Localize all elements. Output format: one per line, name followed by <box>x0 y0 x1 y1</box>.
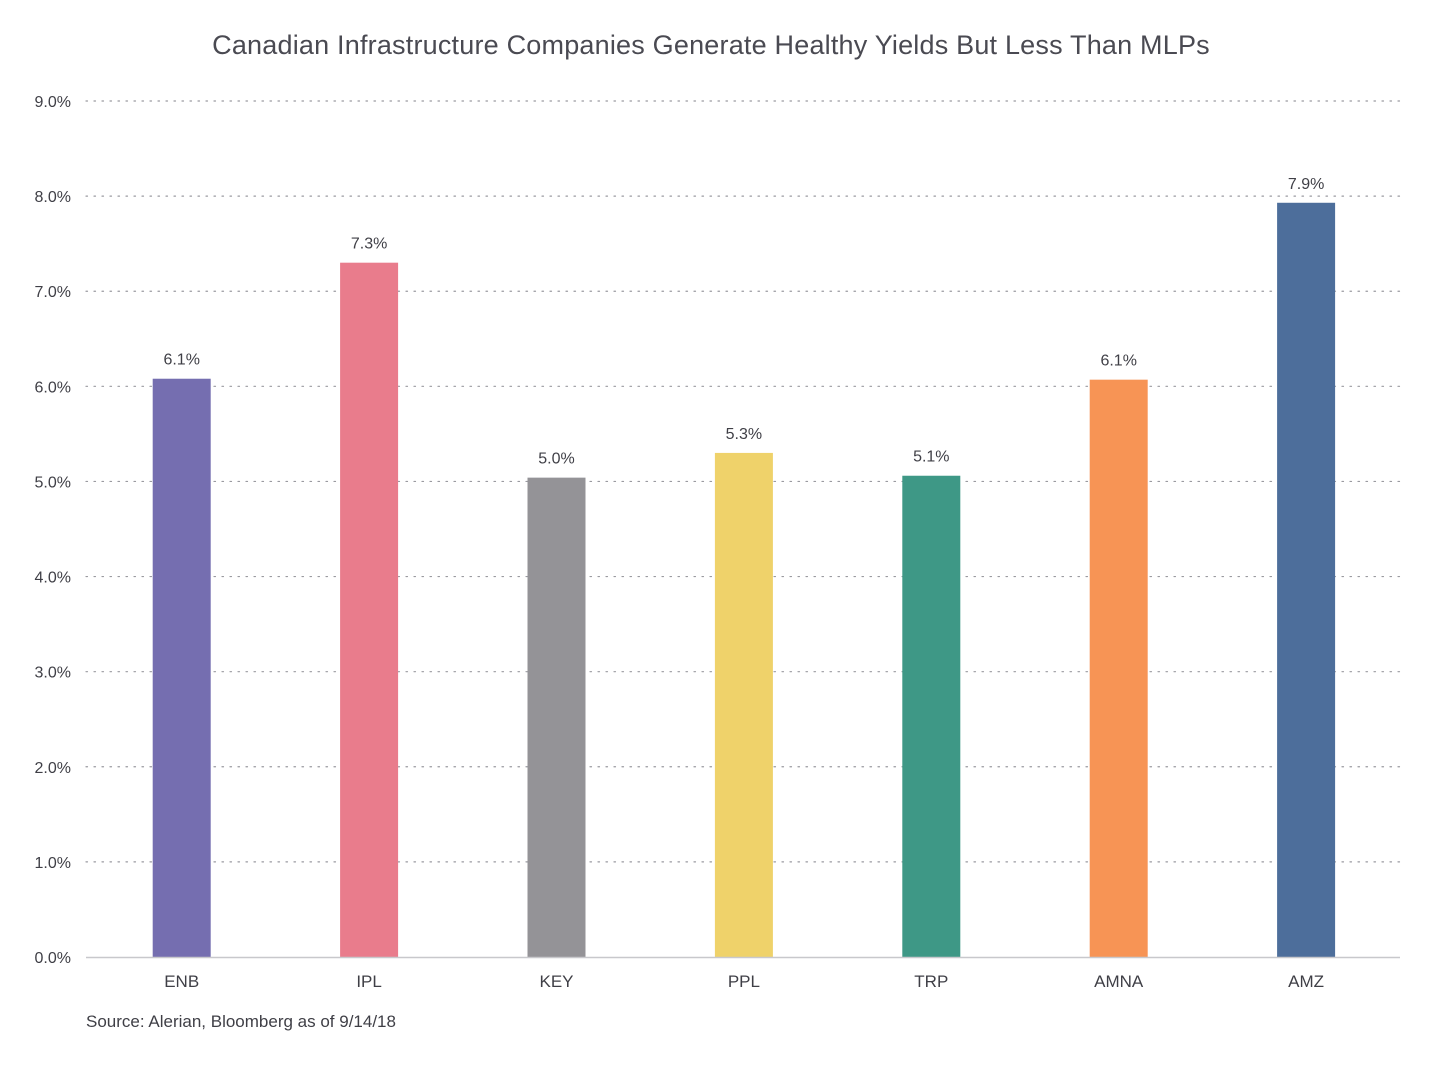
y-tick-label: 6.0% <box>35 379 71 396</box>
value-label: 5.1% <box>913 449 949 466</box>
bar-key <box>527 477 586 957</box>
x-tick-label: IPL <box>356 972 382 991</box>
bar-trp <box>902 475 961 957</box>
bar-amna <box>1089 379 1148 958</box>
bars <box>152 202 1336 958</box>
bar-ipl <box>340 262 399 957</box>
y-tick-label: 2.0% <box>35 760 71 777</box>
value-labels: 6.1% 7.3% 5.0% 5.3% 5.1% 6.1% 7.9% <box>163 176 1324 468</box>
bar-enb <box>152 378 211 957</box>
value-label: 7.9% <box>1288 176 1324 193</box>
x-tick-label: ENB <box>164 972 199 991</box>
x-axis-labels: ENB IPL KEY PPL TRP AMNA AMZ <box>164 972 1324 991</box>
x-tick-label: TRP <box>914 972 948 991</box>
x-tick-label: KEY <box>539 972 573 991</box>
y-tick-label: 7.0% <box>35 284 71 301</box>
y-tick-label: 3.0% <box>35 665 71 682</box>
value-label: 5.3% <box>726 426 762 443</box>
x-tick-label: PPL <box>728 972 760 991</box>
value-label: 6.1% <box>1100 353 1136 370</box>
value-label: 6.1% <box>163 352 199 369</box>
y-tick-label: 9.0% <box>35 94 71 111</box>
bar-amz <box>1277 202 1336 957</box>
source-note: Source: Alerian, Bloomberg as of 9/14/18 <box>86 1012 396 1031</box>
x-tick-label: AMZ <box>1288 972 1324 991</box>
value-label: 5.0% <box>538 451 574 468</box>
y-axis-ticks: 0.0% 1.0% 2.0% 3.0% 4.0% 5.0% 6.0% 7.0% 8.0% 9.0% <box>35 94 71 967</box>
value-label: 7.3% <box>351 236 387 253</box>
y-tick-label: 8.0% <box>35 189 71 206</box>
y-tick-label: 4.0% <box>35 570 71 587</box>
chart-title: Canadian Infrastructure Companies Genera… <box>212 30 1210 60</box>
bar-ppl <box>714 452 773 957</box>
x-tick-label: AMNA <box>1094 972 1144 991</box>
y-tick-label: 5.0% <box>35 474 71 491</box>
y-tick-label: 0.0% <box>35 950 71 967</box>
y-tick-label: 1.0% <box>35 855 71 872</box>
